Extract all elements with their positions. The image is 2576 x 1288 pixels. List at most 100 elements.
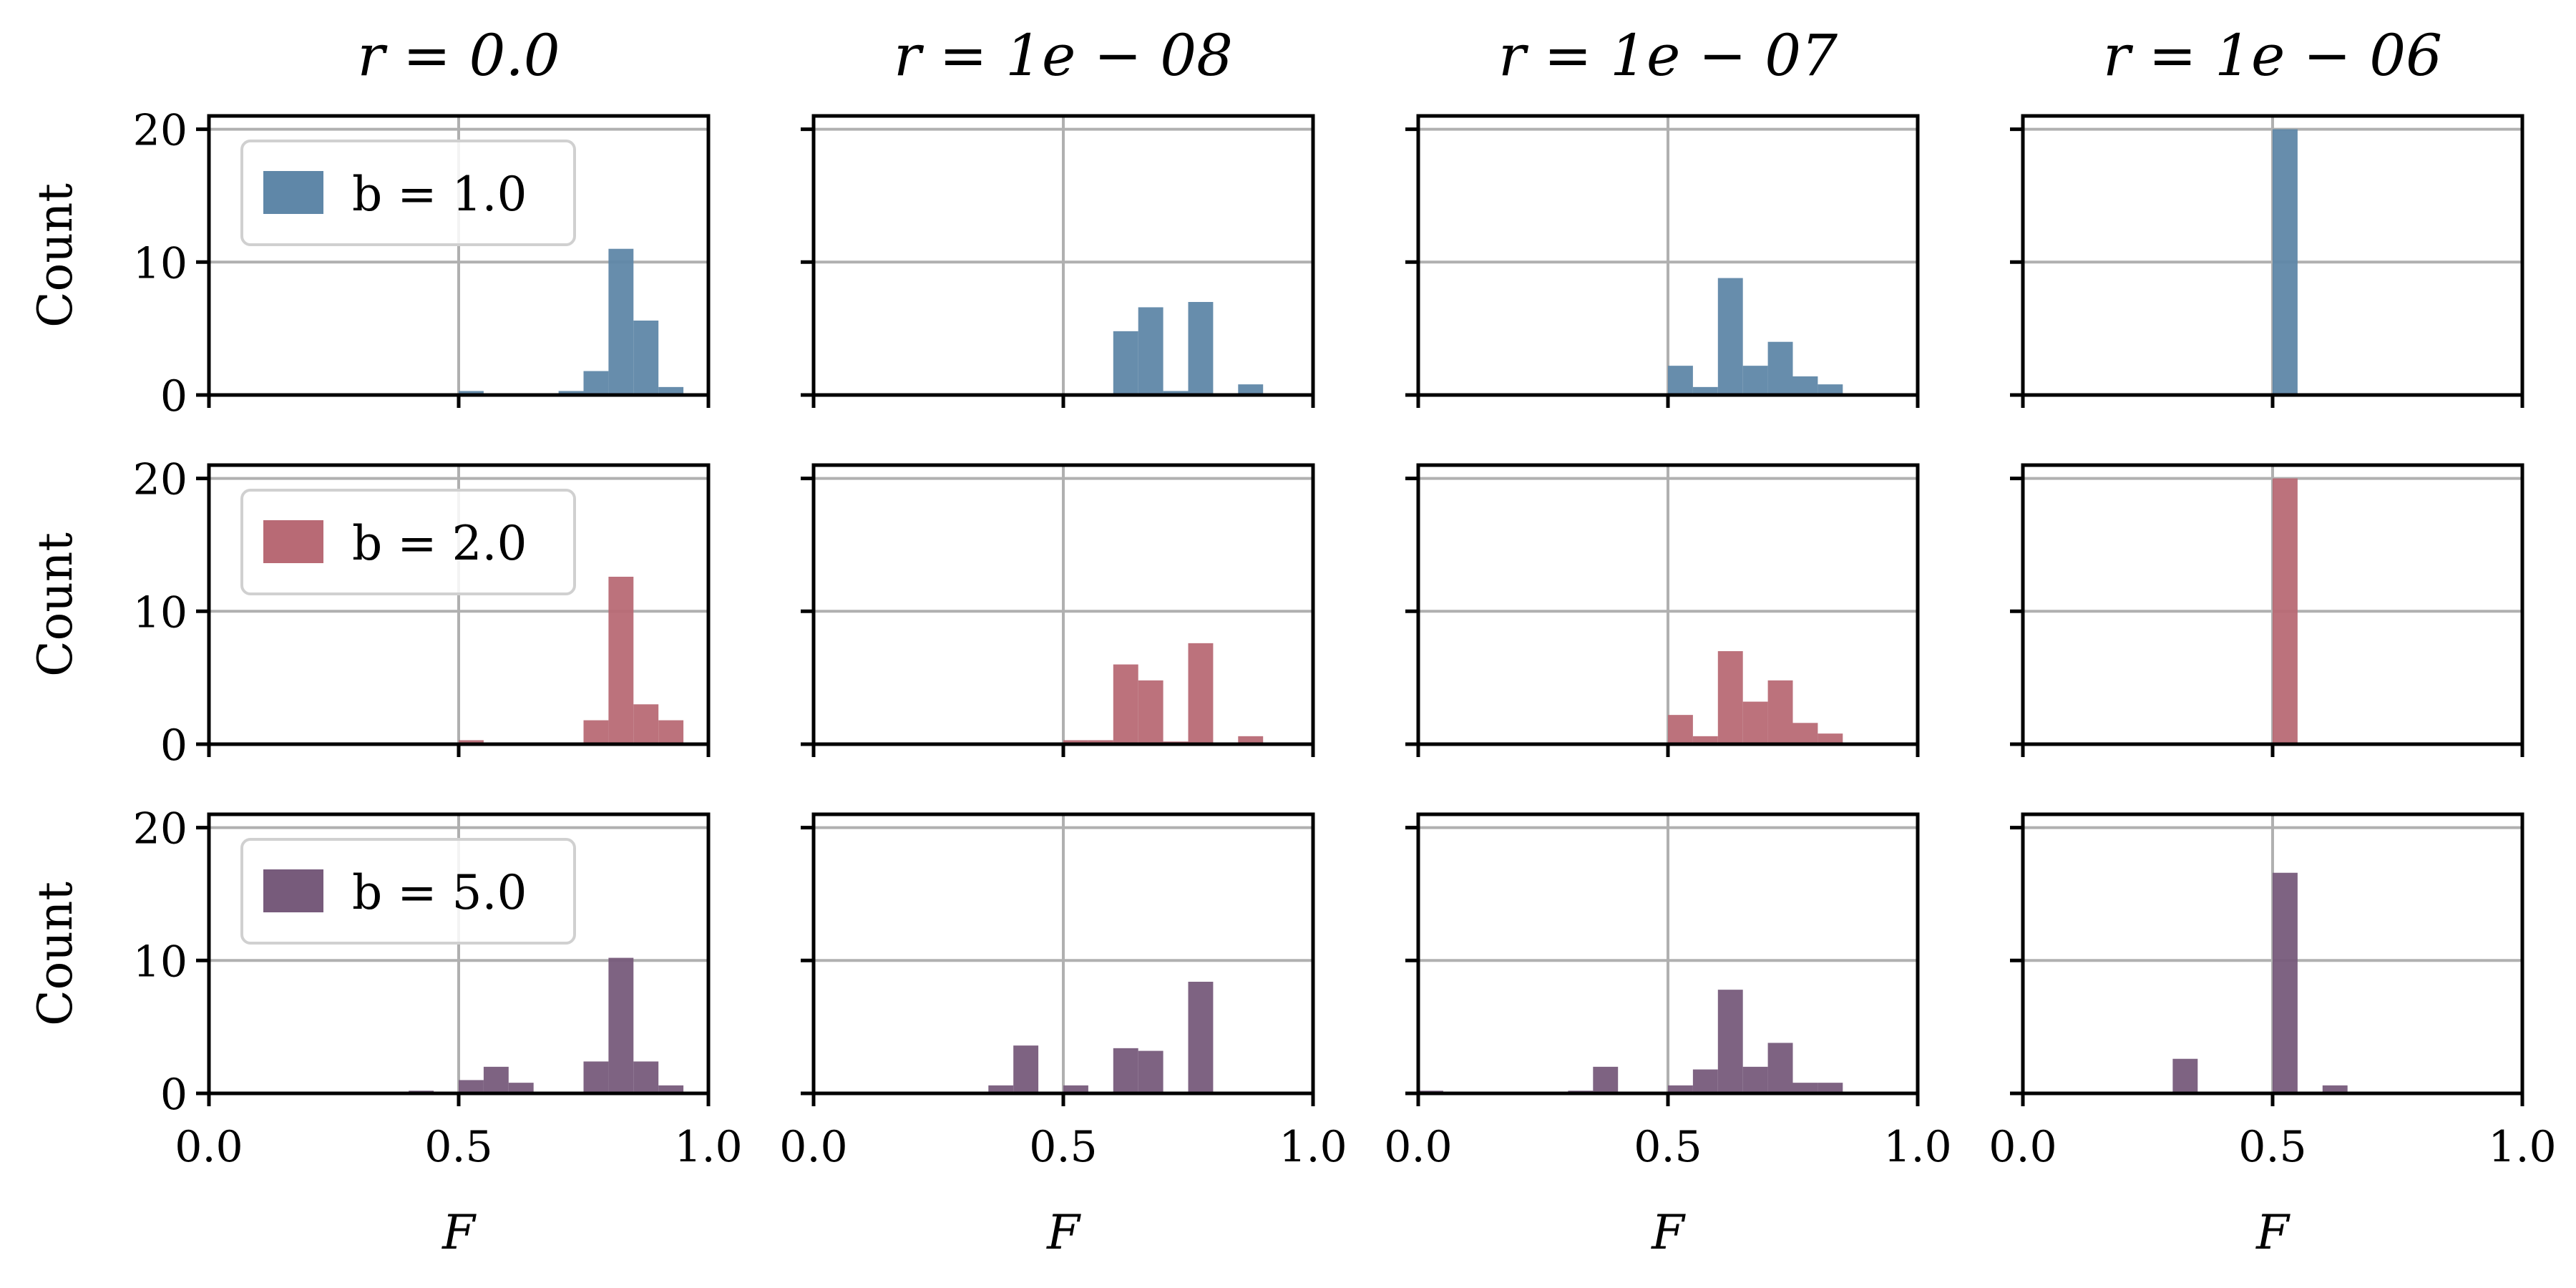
histogram-bar	[1188, 302, 1214, 395]
x-tick-label: 0.5	[1029, 1122, 1097, 1172]
panel-row2-col1	[196, 463, 711, 757]
y-tick-label: 20	[133, 455, 187, 505]
histogram-bar	[2273, 872, 2298, 1093]
histogram-bar	[1767, 341, 1793, 395]
histogram-bar	[1692, 736, 1718, 744]
histogram-bar	[1767, 1043, 1793, 1093]
panel-row1-col2	[801, 114, 1315, 408]
x-tick-label: 1.0	[674, 1122, 742, 1172]
legend: b = 1.0	[240, 140, 576, 246]
x-tick-label: 0.0	[1384, 1122, 1452, 1172]
histogram-bar	[1767, 680, 1793, 744]
histogram-bar	[1742, 366, 1768, 395]
histogram-bar	[583, 720, 609, 744]
legend-box	[240, 140, 576, 246]
histogram-bar	[1113, 1048, 1138, 1093]
column-title: r = 1e − 08	[894, 22, 1233, 89]
histogram-bar	[1238, 736, 1264, 744]
histogram-bar	[459, 1080, 484, 1093]
histogram-bar	[1088, 740, 1113, 744]
panel-row1-col4	[2010, 114, 2524, 408]
x-tick-label: 0.0	[779, 1122, 847, 1172]
x-tick-label: 1.0	[1279, 1122, 1347, 1172]
x-tick-label: 0.5	[424, 1122, 492, 1172]
y-axis-label: Count	[28, 532, 83, 677]
histogram-bar	[2273, 129, 2298, 396]
histogram-bar	[1717, 990, 1743, 1093]
histogram-bar	[1818, 384, 1843, 395]
legend: b = 5.0	[240, 838, 576, 945]
column-title: r = 0.0	[357, 22, 560, 89]
x-axis-label: F	[1651, 1205, 1686, 1260]
histogram-bar	[1113, 664, 1138, 744]
y-tick-label: 20	[133, 804, 187, 854]
panel-row3-col2	[801, 812, 1315, 1106]
histogram-bar	[1692, 386, 1718, 395]
histogram-bar	[558, 391, 584, 395]
histogram-bar	[1818, 1083, 1843, 1093]
legend-swatch	[263, 171, 323, 214]
histogram-bar	[1138, 680, 1163, 744]
histogram-bar	[1692, 1069, 1718, 1093]
x-tick-label: 0.0	[175, 1122, 243, 1172]
x-axis-label: F	[2255, 1205, 2290, 1260]
legend-box	[240, 489, 576, 595]
histogram-bar	[1742, 1066, 1768, 1093]
histogram-bar	[1792, 1083, 1818, 1093]
histogram-bar	[1593, 1066, 1619, 1093]
x-axis-label: F	[1046, 1205, 1081, 1260]
histogram-bar	[1013, 1045, 1039, 1093]
histogram-bar	[1163, 391, 1189, 395]
legend: b = 2.0	[240, 489, 576, 595]
legend-swatch	[263, 869, 323, 912]
histogram-bar	[1818, 733, 1843, 744]
histogram-bar	[1063, 1085, 1088, 1093]
histogram-bar	[1717, 278, 1743, 395]
y-tick-label: 10	[133, 238, 187, 288]
histogram-bar	[988, 1085, 1014, 1093]
histogram-bar	[459, 391, 484, 395]
histogram-bar	[608, 957, 634, 1093]
y-tick-label: 0	[160, 371, 187, 421]
x-tick-label: 1.0	[1883, 1122, 1951, 1172]
panel-row3-col4	[2010, 812, 2524, 1106]
column-title: r = 1e − 07	[1498, 22, 1838, 89]
histogram-bar	[2273, 478, 2298, 744]
histogram-bar	[1113, 331, 1138, 395]
x-axis-label: F	[441, 1205, 477, 1260]
panel-row3-col1	[196, 812, 711, 1106]
histogram-bar	[2322, 1085, 2348, 1093]
histogram-bar	[583, 371, 609, 395]
panel-row2-col4	[2010, 463, 2524, 757]
y-tick-label: 10	[133, 587, 187, 638]
histogram-bar	[1238, 384, 1264, 395]
x-tick-label: 0.0	[1989, 1122, 2057, 1172]
panel-row2-col3	[1405, 463, 1920, 757]
histogram-bar	[508, 1083, 534, 1093]
panel-row3-col3	[1405, 812, 1920, 1106]
y-tick-label: 20	[133, 106, 187, 156]
panel-row1-col1	[196, 114, 711, 408]
panel-row2-col2	[801, 463, 1315, 757]
histogram-bar	[1717, 651, 1743, 744]
histogram-bar	[608, 248, 634, 395]
y-tick-label: 10	[133, 937, 187, 987]
histogram-bar	[1188, 982, 1214, 1093]
histogram-bar	[1138, 307, 1163, 395]
y-axis-label: Count	[28, 882, 83, 1026]
legend-label: b = 1.0	[352, 167, 527, 222]
y-axis-label: Count	[28, 183, 83, 328]
legend-swatch	[263, 520, 323, 563]
histogram-bar	[633, 321, 659, 395]
histogram-bar	[1668, 715, 1693, 744]
histogram-bar	[633, 704, 659, 744]
histogram-bar	[608, 577, 634, 744]
histogram-bar	[1138, 1050, 1163, 1093]
x-tick-label: 1.0	[2488, 1122, 2556, 1172]
histogram-bar	[1063, 740, 1088, 744]
histogram-bar	[583, 1061, 609, 1093]
histogram-bar	[633, 1061, 659, 1093]
histogram-bar	[1188, 643, 1214, 744]
x-tick-label: 0.5	[2238, 1122, 2306, 1172]
